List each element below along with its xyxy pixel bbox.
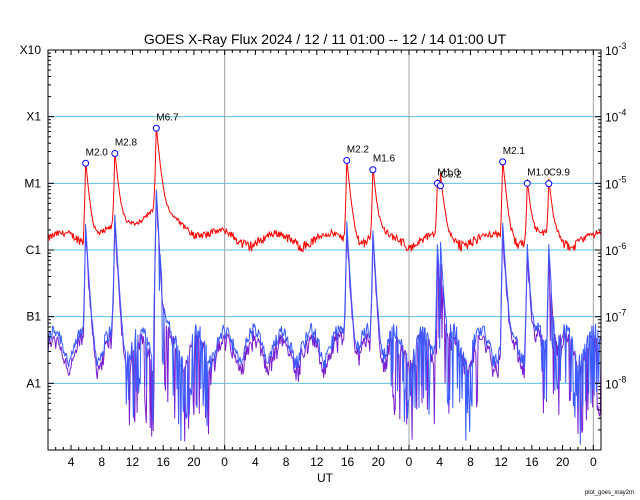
- flare-marker: [523, 179, 531, 187]
- y-power-label: 10-5: [605, 174, 626, 191]
- series-long-line: [47, 126, 601, 253]
- x-axis-ticks: 4 8 12 16 20 0 4 8 12 16 20 0 4 8 12 16 20 0: [55, 50, 597, 469]
- x-tick-label: 12: [310, 455, 324, 469]
- y-class-label: C1: [26, 243, 42, 257]
- chart-title: GOES X-Ray Flux 2024 / 12 / 11 01:00 -- …: [144, 31, 507, 47]
- flare-marker: [82, 159, 90, 167]
- x-tick-label: 20: [556, 455, 570, 469]
- y-class-label: A1: [26, 376, 41, 390]
- y-power-label: 10-8: [605, 374, 626, 391]
- flare-marker: [436, 182, 444, 190]
- flare-label: M6.7: [156, 112, 179, 123]
- flux-series: [47, 126, 602, 445]
- flare-marker: [111, 150, 119, 158]
- x-axis-label: UT: [317, 471, 334, 485]
- x-tick-label: 16: [157, 455, 171, 469]
- y-power-label: 10-6: [605, 241, 626, 258]
- x-tick-label: 8: [98, 455, 105, 469]
- flare-marker: [545, 180, 553, 188]
- x-tick-label: 0: [590, 455, 597, 469]
- x-tick-label: 20: [187, 455, 201, 469]
- flare-label: M2.8: [115, 138, 138, 149]
- x-tick-label: 16: [525, 455, 539, 469]
- y-axis-ticks: X10 X1 M1 C1 B1 A1 10-3 10-4 10-5 10-6 10-7 10-8: [20, 41, 626, 431]
- flare-label: M1.6: [373, 154, 396, 165]
- credit-label: plot_goes_xray2m: [585, 490, 634, 496]
- y-power-label: 10-7: [605, 308, 626, 325]
- flare-label: M1.0: [527, 167, 550, 178]
- series-short-line: [47, 189, 602, 445]
- x-tick-label: 12: [494, 455, 508, 469]
- flare-marker: [343, 157, 351, 165]
- x-tick-label: 0: [406, 455, 413, 469]
- y-class-label: X1: [26, 110, 41, 124]
- y-power-label: 10-4: [605, 108, 626, 125]
- flare-marker: [369, 166, 377, 174]
- x-tick-label: 12: [126, 455, 140, 469]
- y-class-label: X10: [20, 43, 42, 57]
- x-tick-label: 16: [341, 455, 355, 469]
- x-tick-label: 8: [283, 455, 290, 469]
- flare-markers: M2.0M2.8M6.7M2.2M1.6M1.0C9.2M2.1M1.0 C9.9: [82, 112, 571, 190]
- x-tick-label: 4: [436, 455, 443, 469]
- flare-label: C9.2: [440, 170, 462, 181]
- flare-marker: [499, 158, 507, 166]
- flare-label: M2.0: [86, 147, 109, 158]
- flare-marker: [152, 124, 160, 132]
- x-tick-label: 20: [372, 455, 386, 469]
- x-tick-label: 4: [252, 455, 259, 469]
- flare-label: M2.2: [347, 145, 370, 156]
- series-short-secondary-line: [47, 194, 602, 442]
- y-power-label: 10-3: [605, 41, 626, 58]
- flare-label: M2.1: [503, 146, 526, 157]
- x-tick-label: 8: [467, 455, 474, 469]
- y-class-label: B1: [26, 310, 41, 324]
- x-tick-label: 4: [68, 455, 75, 469]
- flare-label: C9.9: [549, 168, 571, 179]
- x-tick-label: 0: [221, 455, 228, 469]
- flare-label: M1.0: [437, 167, 460, 178]
- y-class-label: M1: [24, 176, 41, 190]
